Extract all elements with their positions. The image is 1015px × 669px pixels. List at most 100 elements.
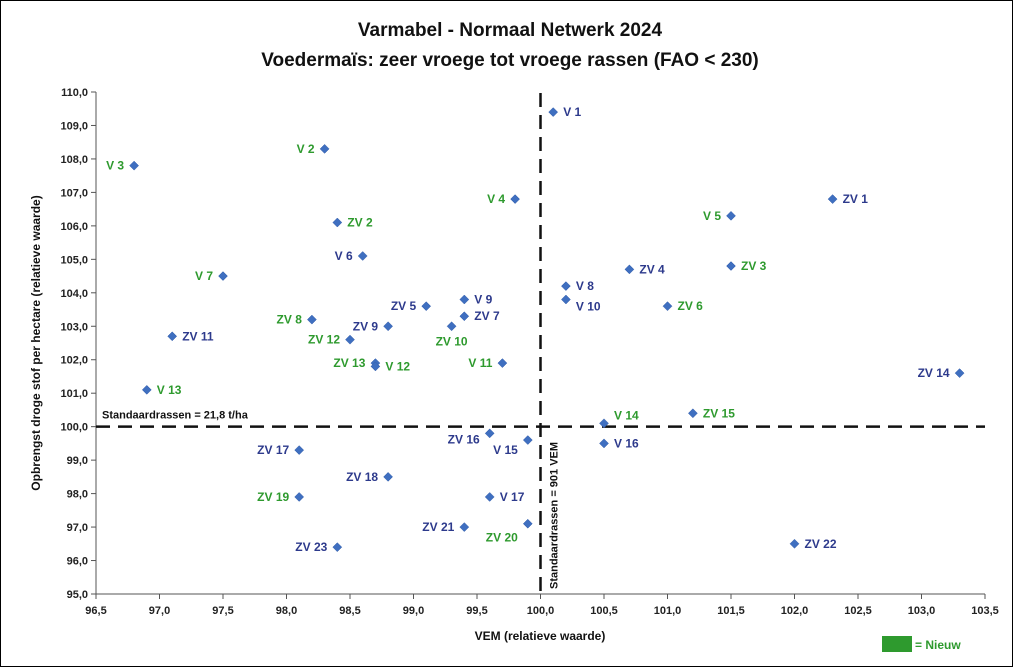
x-tick-label: 97,5 (212, 605, 233, 617)
data-point-label: V 8 (576, 279, 594, 293)
data-point-marker (599, 438, 609, 449)
x-tick-label: 101,5 (717, 605, 745, 617)
x-tick-label: 102,5 (844, 605, 872, 617)
data-point-label: V 15 (493, 443, 518, 457)
data-point-label: ZV 21 (422, 520, 454, 534)
legend-new-label: = Nieuw (915, 638, 961, 652)
y-tick-label: 107,0 (60, 187, 88, 199)
data-point-marker (294, 492, 305, 502)
x-tick-label: 98,5 (339, 605, 360, 617)
y-tick-label: 99,0 (67, 455, 88, 467)
data-point-label: ZV 19 (257, 490, 289, 504)
data-point-marker (497, 358, 508, 368)
y-tick-label: 103,0 (60, 321, 88, 333)
data-point-marker (827, 194, 838, 204)
x-tick-label: 100,5 (590, 605, 618, 617)
y-tick-label: 105,0 (60, 254, 88, 266)
data-point-label: ZV 6 (678, 299, 704, 313)
x-tick-label: 97,0 (149, 605, 170, 617)
data-point-marker (561, 281, 571, 291)
x-tick-label: 103,0 (908, 605, 936, 617)
data-point-label: V 6 (335, 249, 353, 263)
data-point-marker (332, 542, 343, 553)
x-tick-label: 100,0 (527, 605, 555, 617)
data-point-marker (319, 144, 330, 154)
data-point-marker (167, 331, 178, 342)
data-point-marker (370, 361, 381, 372)
y-tick-label: 97,0 (67, 522, 88, 534)
data-point-marker (459, 522, 470, 532)
data-point-label: ZV 23 (295, 540, 327, 554)
data-point-marker (522, 435, 533, 445)
data-point-marker (522, 518, 533, 529)
y-tick-label: 95,0 (67, 589, 88, 601)
data-point-marker (624, 264, 635, 275)
legend-new-swatch (882, 636, 912, 652)
data-point-marker (688, 408, 698, 419)
x-tick-label: 102,0 (781, 605, 809, 617)
y-tick-label: 104,0 (60, 288, 88, 300)
chart-subtitle: Voedermaïs: zeer vroege tot vroege rasse… (261, 50, 759, 71)
x-tick-label: 99,0 (403, 605, 424, 617)
data-point-label: V 11 (468, 356, 492, 370)
data-point-label: V 4 (487, 192, 505, 206)
data-point-label: ZV 22 (805, 537, 837, 551)
data-point-marker (383, 472, 393, 482)
data-point-marker (599, 418, 609, 429)
data-point-marker (548, 107, 559, 117)
legend: = Nieuw (882, 636, 961, 652)
data-point-marker (484, 428, 495, 439)
data-point-label: V 5 (703, 209, 721, 223)
x-tick-label: 101,0 (654, 605, 682, 617)
data-point-marker (561, 294, 571, 305)
data-point-marker (662, 301, 673, 312)
data-point-marker (726, 210, 736, 221)
y-tick-label: 110,0 (61, 87, 88, 99)
data-point-marker (332, 217, 343, 228)
data-point-marker (345, 334, 355, 345)
data-point-label: V 10 (576, 299, 601, 313)
data-points: V 1 V 2 V 3 V 4 ZV 1 V 5 ZV 2 V 6 ZV 3 ZV 4 V 7 V 8… (106, 105, 965, 554)
chart-title: Varmabel - Normaal Netwerk 2024 (358, 20, 663, 41)
data-point-label: V 2 (297, 142, 315, 156)
data-point-label: V 14 (614, 408, 639, 422)
data-point-label: ZV 13 (333, 356, 365, 370)
data-point-label: V 12 (385, 359, 410, 373)
data-point-label: V 1 (563, 105, 581, 119)
data-point-label: ZV 9 (353, 319, 379, 333)
data-point-label: ZV 2 (347, 216, 373, 230)
data-point-label: ZV 8 (277, 313, 303, 327)
data-point-label: ZV 15 (703, 406, 735, 420)
data-point-label: V 9 (474, 292, 492, 306)
y-tick-label: 100,0 (60, 422, 88, 434)
y-tick-label: 96,0 (67, 556, 88, 568)
data-point-label: ZV 10 (436, 334, 468, 348)
data-point-label: ZV 18 (346, 470, 378, 484)
data-point-marker (510, 194, 520, 204)
y-tick-label: 102,0 (60, 355, 88, 367)
data-point-label: ZV 12 (308, 333, 340, 347)
data-point-marker (789, 538, 800, 549)
data-point-marker (129, 160, 139, 171)
data-point-marker (726, 261, 736, 271)
data-point-marker (459, 294, 470, 305)
data-point-marker (954, 368, 965, 378)
y-axis-label: Opbrengst droge stof per hectare (relati… (29, 195, 43, 490)
data-point-marker (383, 321, 393, 332)
data-point-label: ZV 16 (448, 432, 480, 446)
data-point-label: ZV 17 (257, 443, 289, 457)
reference-lines: Standaardrassen = 21,8 t/ha Standaardrass… (96, 93, 985, 594)
data-point-marker (357, 251, 368, 261)
data-point-label: ZV 14 (918, 366, 950, 380)
horizontal-reference-label: Standaardrassen = 21,8 t/ha (102, 410, 249, 422)
x-tick-label: 96,5 (85, 605, 106, 617)
axes: 96,5 97,0 97,5 98,0 98,5 99,0 99,5 100,0 100,5 10… (60, 87, 998, 617)
y-tick-label: 108,0 (60, 154, 88, 166)
data-point-label: V 3 (106, 159, 124, 173)
data-point-label: ZV 20 (486, 531, 518, 545)
data-point-label: ZV 5 (391, 299, 417, 313)
data-point-label: ZV 11 (182, 329, 214, 343)
x-tick-label: 103,5 (971, 605, 999, 617)
data-point-marker (459, 311, 470, 322)
